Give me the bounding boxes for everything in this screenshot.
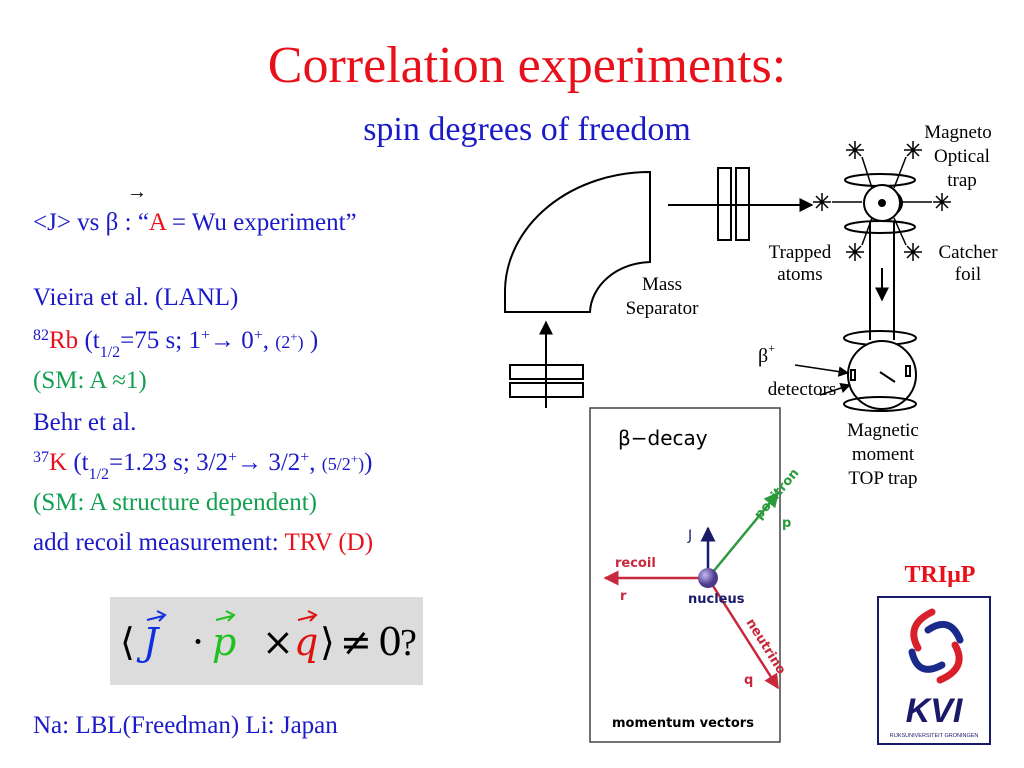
trimup-label: TRIμP xyxy=(905,562,976,588)
text-segment: + xyxy=(300,449,309,466)
setup-diagram xyxy=(504,141,951,412)
body-line: 37K (t1/2=1.23 s; 3/2+→ 3/2+, (5/2+)) xyxy=(33,449,372,483)
vector-head xyxy=(225,610,236,622)
vector-head xyxy=(307,610,318,622)
formula-symbol: 0 xyxy=(378,620,402,664)
text-segment: <J> vs β : “ xyxy=(33,209,149,236)
j-label: J xyxy=(687,528,692,544)
formula-symbol: ? xyxy=(400,622,417,664)
text-segment: (5/2 xyxy=(322,454,351,475)
mass-separator-label: Mass Separator xyxy=(626,274,699,319)
text-segment: ) xyxy=(358,454,364,475)
vector-bar xyxy=(215,615,233,621)
r-label: r xyxy=(620,589,627,604)
inset-arrows xyxy=(603,491,780,690)
inset-box xyxy=(589,407,781,743)
formula-symbol: · xyxy=(192,620,204,664)
text-segment: , xyxy=(263,327,276,354)
text-segment: (t xyxy=(78,327,100,354)
body-text: <J> vs β : “A = Wu experiment” Vieira et … xyxy=(33,209,373,556)
text-segment: → 0 xyxy=(210,327,254,354)
body-line: 82Rb (t1/2=75 s; 1+→ 0+, (2+) ) xyxy=(33,327,318,361)
university-label: RIJKSUNIVERSITEIT GRONINGEN xyxy=(890,733,979,739)
text-segment: K xyxy=(49,449,67,476)
formula-symbol: q xyxy=(294,620,318,664)
vector-arrow: → xyxy=(127,181,147,203)
text-segment: (SM: A structure dependent) xyxy=(33,489,317,516)
formula-symbol: p xyxy=(212,620,236,664)
text-segment: =1.23 s; 3/2 xyxy=(109,449,228,476)
title: Correlation experiments: xyxy=(268,37,786,94)
body-line: add recoil measurement: TRV (D) xyxy=(33,529,373,556)
text-segment: ) xyxy=(304,327,319,354)
footer: Na: LBL(Freedman) Li: Japan xyxy=(33,712,338,739)
vector-head xyxy=(156,610,167,622)
logo-swirl xyxy=(908,608,964,684)
text-segment: = Wu experiment” xyxy=(166,209,357,236)
inset-title: β−decay xyxy=(618,426,708,450)
text-segment: + xyxy=(351,451,358,466)
text-segment: + xyxy=(254,327,263,344)
catcher-foil-label: Catcher foil xyxy=(938,242,998,285)
text-segment: ) xyxy=(364,449,372,476)
text-segment: → 3/2 xyxy=(237,449,300,476)
text-segment: ) xyxy=(298,332,304,353)
body-line: (SM: A ≈1) xyxy=(33,367,147,394)
nucleus-label: nucleus xyxy=(688,592,745,607)
recoil-label: recoil xyxy=(615,556,656,571)
detectors-label: detectors xyxy=(768,379,837,400)
top-trap-label: Magnetic moment TOP trap xyxy=(847,420,919,489)
q-label: q xyxy=(744,673,753,688)
subtitle: spin degrees of freedom xyxy=(363,111,691,148)
beta-plus-label: β+ xyxy=(758,341,775,367)
formula-symbol: ⟨ xyxy=(120,620,135,664)
text-segment: + xyxy=(290,329,297,344)
body-line: Vieira et al. (LANL) xyxy=(33,284,238,311)
body-line: <J> vs β : “A = Wu experiment” xyxy=(33,209,357,236)
body-line: (SM: A structure dependent) xyxy=(33,489,317,516)
text-segment: 37 xyxy=(33,449,49,466)
text-segment: + xyxy=(228,449,237,466)
inset-caption: momentum vectors xyxy=(612,716,754,731)
formula-box xyxy=(110,597,423,685)
body-line: Behr et al. xyxy=(33,409,136,436)
mot-label: Magneto Optical trap xyxy=(924,122,992,191)
text-segment: Rb xyxy=(49,327,78,354)
p-label: p xyxy=(782,516,791,531)
vector-bar xyxy=(297,615,315,621)
text-segment: Behr et al. xyxy=(33,409,136,436)
text-segment: =75 s; 1 xyxy=(120,327,201,354)
text-segment: (SM: A ≈1) xyxy=(33,367,147,394)
text-segment: TRV (D) xyxy=(285,529,374,556)
text-segment: , xyxy=(309,449,322,476)
formula-symbol: ≠ xyxy=(340,620,372,664)
text-segment: A xyxy=(149,209,167,236)
text-segment: add recoil measurement: xyxy=(33,529,285,556)
vector-bar xyxy=(146,615,164,621)
trapped-atoms-label: Trapped atoms xyxy=(769,242,832,285)
text-segment: 1/2 xyxy=(100,344,120,361)
formula: ⟨ J · p × q ⟩ ≠ 0? xyxy=(120,610,417,664)
text-segment: Vieira et al. (LANL) xyxy=(33,284,238,311)
formula-symbol: × xyxy=(262,620,294,664)
text-segment: (t xyxy=(67,449,89,476)
text-segment: (2 xyxy=(275,332,290,353)
kvi-label: KVI xyxy=(906,692,964,730)
formula-symbol: ⟩ xyxy=(320,620,335,664)
text-segment: 1/2 xyxy=(89,466,109,483)
text-segment: + xyxy=(201,327,210,344)
text-segment: 82 xyxy=(33,327,49,344)
